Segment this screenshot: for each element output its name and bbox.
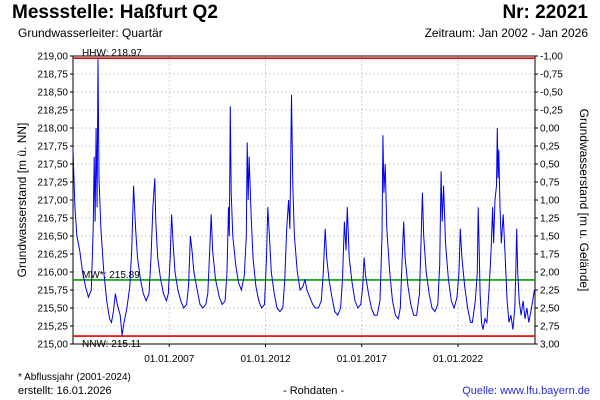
y-right-tick-label: 2,25 <box>540 286 560 297</box>
series-line <box>72 58 535 336</box>
x-tick-label: 01.01.2012 <box>240 354 290 365</box>
y-right-tick-label: 1,00 <box>540 196 560 207</box>
chart-title: Messstelle: Haßfurt Q2 <box>12 2 218 23</box>
y-right-tick-label: 2,00 <box>540 268 560 279</box>
y-tick-label: 217,75 <box>37 142 68 153</box>
aquifer-label: Grundwasserleiter: Quartär <box>18 26 163 40</box>
y-right-tick-label: -0,50 <box>540 88 563 99</box>
y-axis-left-ticks: 219,00 218,75 218,50 218,25 218,00 217,75 217,… <box>37 52 73 351</box>
y-axis-right-ticks: -1,00 -0,75 -0,50 -0,25 0,00 0,25 0,50 0,75 1,00… <box>535 52 563 351</box>
y-tick-label: 218,25 <box>37 106 68 117</box>
y-tick-label: 215,50 <box>37 304 68 315</box>
x-tick-label: 01.01.2022 <box>433 354 483 365</box>
y-tick-label: 218,50 <box>37 88 68 99</box>
x-tick-label: 01.01.2007 <box>144 354 194 365</box>
time-period: Zeitraum: Jan 2002 - Jan 2026 <box>424 26 588 40</box>
y-tick-label: 216,50 <box>37 232 68 243</box>
y-right-tick-label: -0,75 <box>540 70 563 81</box>
x-tick-label: 01.01.2017 <box>337 354 387 365</box>
x-axis-ticks: 01.01.2007 01.01.2012 01.01.2017 01.01.2022 <box>144 344 483 365</box>
y-tick-label: 215,00 <box>37 340 68 351</box>
y-tick-label: 216,25 <box>37 250 68 261</box>
created-date: erstellt: 16.01.2026 <box>18 385 112 397</box>
station-number: Nr: 22021 <box>502 2 588 23</box>
y-axis-left-label: Grundwasserstand [m ü. NN] <box>15 123 29 278</box>
y-tick-label: 217,50 <box>37 160 68 171</box>
y-right-tick-label: 2,50 <box>540 304 560 315</box>
y-right-tick-label: 1,25 <box>540 214 560 225</box>
y-right-tick-label: 0,75 <box>540 178 560 189</box>
y-right-tick-label: -0,25 <box>540 106 563 117</box>
reference-label-mw: MW*: 215.89 <box>82 270 140 281</box>
raw-data-note: - Rohdaten - <box>283 385 345 397</box>
y-tick-label: 218,75 <box>37 70 68 81</box>
reference-labels: HHW: 218.97 MW*: 215.89 NNW: 215.11 <box>82 48 142 350</box>
y-right-tick-label: 3,00 <box>540 340 560 351</box>
y-right-tick-label: 0,50 <box>540 160 560 171</box>
footnote: * Abflussjahr (2001-2024) <box>18 372 131 383</box>
y-tick-label: 219,00 <box>37 52 68 63</box>
y-tick-label: 217,25 <box>37 178 68 189</box>
y-tick-label: 215,75 <box>37 286 68 297</box>
grid <box>73 55 535 345</box>
reference-label-nnw: NNW: 215.11 <box>82 339 142 350</box>
y-tick-label: 218,00 <box>37 124 68 135</box>
y-tick-label: 216,75 <box>37 214 68 225</box>
y-right-tick-label: -1,00 <box>540 52 563 63</box>
y-right-tick-label: 1,75 <box>540 250 560 261</box>
y-tick-label: 217,00 <box>37 196 68 207</box>
y-tick-label: 215,25 <box>37 322 68 333</box>
y-right-tick-label: 0,25 <box>540 142 560 153</box>
y-right-tick-label: 2,75 <box>540 322 560 333</box>
y-axis-right-label: Grundwasserstand [m u. Gelände] <box>577 109 591 292</box>
y-tick-label: 216,00 <box>37 268 68 279</box>
y-right-tick-label: 0,00 <box>540 124 560 135</box>
reference-label-hhw: HHW: 218.97 <box>82 48 142 59</box>
y-right-tick-label: 1,50 <box>540 232 560 243</box>
source-link[interactable]: Quelle: www.lfu.bayern.de <box>462 385 590 397</box>
